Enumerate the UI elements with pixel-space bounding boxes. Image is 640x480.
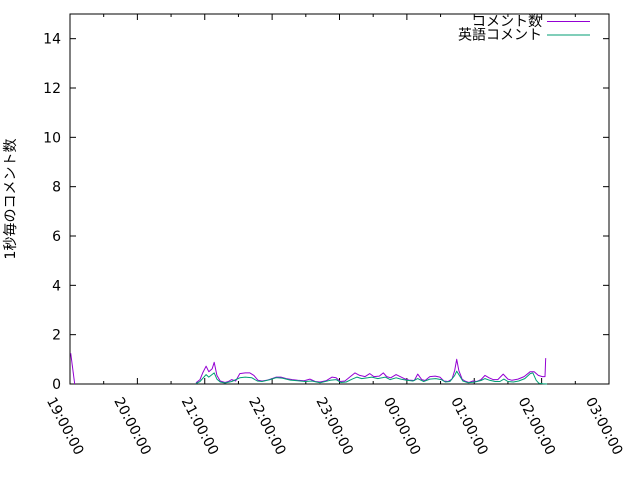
legend-entry-comments: コメント数 bbox=[472, 14, 590, 30]
x-tick-label: 22:00:00 bbox=[245, 395, 289, 458]
legend-label: 英語コメント bbox=[458, 27, 542, 44]
x-axis: 19:00:00 20:00:00 21:00:00 22:00:00 23:00:00… bbox=[43, 14, 626, 458]
y-tick-label: 0 bbox=[52, 377, 61, 393]
y-tick-label: 8 bbox=[52, 180, 61, 196]
y-tick-label: 12 bbox=[43, 81, 61, 97]
series-line-comments bbox=[195, 358, 547, 384]
x-tick-label: 20:00:00 bbox=[110, 395, 154, 458]
x-tick-label: 19:00:00 bbox=[43, 395, 87, 458]
legend-label: コメント数 bbox=[472, 14, 542, 30]
y-tick-label: 4 bbox=[52, 278, 61, 294]
x-tick-label: 21:00:00 bbox=[178, 395, 222, 458]
series-line-english-comments bbox=[195, 370, 548, 385]
legend-entry-english-comments: 英語コメント bbox=[458, 27, 590, 44]
x-tick-label: 01:00:00 bbox=[447, 395, 491, 458]
x-tick-label: 00:00:00 bbox=[380, 395, 424, 458]
y-tick-label: 2 bbox=[52, 328, 61, 344]
y-axis: 0 2 4 6 8 10 12 14 bbox=[43, 32, 609, 393]
y-tick-label: 10 bbox=[43, 130, 61, 146]
y-axis-title: 1秒毎のコメント数 bbox=[3, 139, 19, 260]
y-tick-label: 14 bbox=[43, 32, 61, 48]
series-line-comments bbox=[70, 353, 76, 385]
plot-border bbox=[69, 13, 610, 385]
x-tick-label: 02:00:00 bbox=[515, 395, 559, 458]
series-lines bbox=[70, 353, 548, 385]
y-tick-label: 6 bbox=[52, 229, 61, 245]
x-tick-label: 03:00:00 bbox=[582, 395, 626, 458]
x-tick-label: 23:00:00 bbox=[312, 395, 356, 458]
